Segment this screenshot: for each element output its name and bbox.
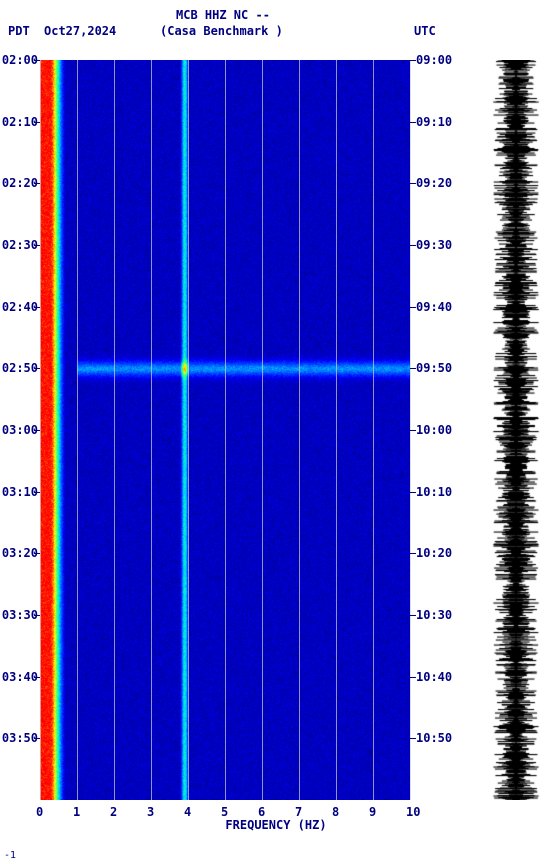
y-tick-left: 03:10 [0,485,38,499]
tick-mark [410,307,416,308]
y-tick-left: 02:00 [0,53,38,67]
x-tick-label: 2 [110,805,117,819]
header-substation: (Casa Benchmark ) [160,24,283,38]
y-tick-right: 09:40 [416,300,466,314]
tick-mark [34,245,40,246]
y-tick-left: 03:50 [0,731,38,745]
grid-vertical [77,60,78,800]
tick-mark [34,738,40,739]
tick-mark [34,492,40,493]
tick-mark [410,60,416,61]
tick-mark [410,183,416,184]
header-station: MCB HHZ NC -- [176,8,270,22]
y-tick-right: 10:10 [416,485,466,499]
grid-vertical [188,60,189,800]
x-tick-label: 8 [332,805,339,819]
y-tick-left: 03:00 [0,423,38,437]
y-tick-right: 10:00 [416,423,466,437]
y-tick-right: 10:40 [416,670,466,684]
header-date: Oct27,2024 [44,24,116,38]
y-tick-left: 02:10 [0,115,38,129]
y-tick-right: 09:30 [416,238,466,252]
x-tick-label: 5 [221,805,228,819]
x-tick-label: 7 [295,805,302,819]
y-tick-left: 03:40 [0,670,38,684]
grid-vertical [336,60,337,800]
tick-mark [34,553,40,554]
grid-vertical [262,60,263,800]
tick-mark [410,430,416,431]
y-tick-right: 09:10 [416,115,466,129]
tick-mark [34,60,40,61]
tick-mark [410,492,416,493]
tick-mark [34,615,40,616]
tick-mark [34,307,40,308]
y-tick-left: 03:30 [0,608,38,622]
grid-vertical [373,60,374,800]
x-axis-label: FREQUENCY (HZ) [0,818,552,832]
grid-vertical [114,60,115,800]
y-tick-right: 10:50 [416,731,466,745]
y-tick-left: 02:20 [0,176,38,190]
y-tick-right: 09:50 [416,361,466,375]
y-tick-right: 10:30 [416,608,466,622]
x-tick-label: 9 [369,805,376,819]
y-tick-right: 09:00 [416,53,466,67]
grid-vertical [225,60,226,800]
tick-mark [410,738,416,739]
grid-vertical [40,60,41,800]
tick-mark [34,122,40,123]
tick-mark [410,368,416,369]
tick-mark [410,677,416,678]
spectrogram-plot [40,60,410,800]
waveform-canvas [492,60,540,800]
grid-vertical [299,60,300,800]
x-tick-label: 10 [406,805,420,819]
header-tz-right: UTC [414,24,436,38]
tick-mark [34,430,40,431]
footer-mark: -1 [4,850,16,861]
tick-mark [410,245,416,246]
x-tick-label: 1 [73,805,80,819]
y-tick-left: 02:30 [0,238,38,252]
tick-mark [410,615,416,616]
x-tick-label: 4 [184,805,191,819]
tick-mark [34,368,40,369]
y-tick-left: 02:40 [0,300,38,314]
y-tick-right: 09:20 [416,176,466,190]
tick-mark [34,677,40,678]
x-tick-label: 3 [147,805,154,819]
header-tz-left: PDT [8,24,30,38]
x-tick-label: 0 [36,805,43,819]
y-tick-right: 10:20 [416,546,466,560]
x-tick-label: 6 [258,805,265,819]
y-tick-left: 03:20 [0,546,38,560]
y-tick-left: 02:50 [0,361,38,375]
tick-mark [410,122,416,123]
grid-vertical [151,60,152,800]
tick-mark [410,553,416,554]
tick-mark [34,183,40,184]
